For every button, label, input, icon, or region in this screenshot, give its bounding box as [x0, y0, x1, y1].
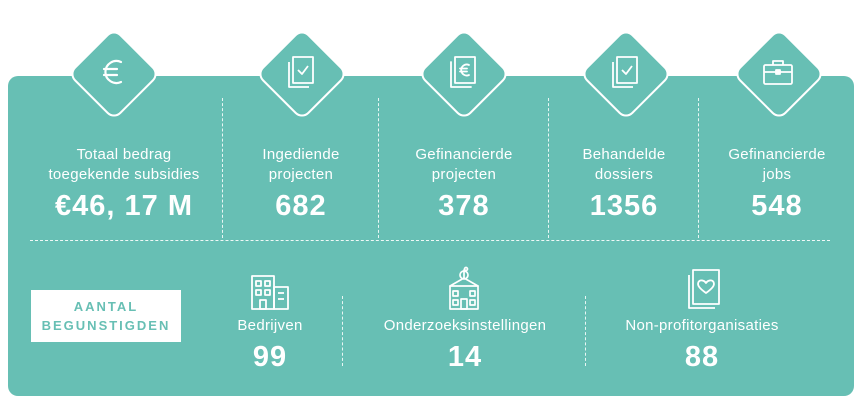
section-divider	[30, 240, 830, 241]
stat-value: 548	[751, 190, 803, 222]
beneficiaries-badge: AANTAL BEGUNSTIGDEN	[31, 290, 181, 342]
column-divider	[378, 98, 379, 238]
badge-text: AANTAL	[73, 299, 139, 314]
stat-value: €46, 17 M	[55, 190, 193, 222]
building-icon	[248, 272, 292, 312]
stat-value: 378	[438, 190, 490, 222]
stat-label: projecten	[268, 166, 334, 183]
stats-panel	[8, 76, 854, 396]
stat-nonprofits: Non-profitorganisaties 88	[600, 316, 804, 374]
stat-label: Behandelde	[582, 146, 666, 163]
heart-document-icon	[682, 266, 726, 312]
stat-label: toegekende subsidies	[48, 166, 200, 183]
stat-label: Bedrijven	[237, 317, 303, 334]
briefcase-icon	[754, 48, 802, 96]
stat-financed-jobs: Gefinancierde jobs 548	[704, 145, 850, 223]
stat-label: projecten	[431, 166, 497, 183]
stat-label: Gefinancierde	[415, 146, 513, 163]
stat-label: Ingediende	[262, 146, 340, 163]
stat-label: Onderzoeksinstellingen	[383, 317, 547, 334]
documents-check-icon	[601, 48, 649, 96]
stat-label: Gefinancierde	[728, 146, 826, 163]
stat-processed-files: Behandelde dossiers 1356	[556, 145, 692, 223]
stat-financed-projects: Gefinancierde projecten 378	[386, 145, 542, 223]
stat-research-institutions: Onderzoeksinstellingen 14	[360, 316, 570, 374]
stat-label: Totaal bedrag	[76, 146, 172, 163]
euro-icon	[90, 48, 138, 96]
document-check-icon	[277, 48, 325, 96]
stat-label: Non-profitorganisaties	[625, 317, 779, 334]
column-divider	[342, 296, 343, 366]
column-divider	[698, 98, 699, 238]
column-divider	[548, 98, 549, 238]
stat-companies: Bedrijven 99	[210, 316, 330, 374]
column-divider	[585, 296, 586, 366]
stat-total-subsidies: Totaal bedrag toegekende subsidies €46, …	[34, 145, 214, 223]
stat-value: 14	[447, 341, 483, 373]
stat-value: 99	[252, 341, 288, 373]
stat-value: 1356	[589, 190, 659, 222]
badge-text: BEGUNSTIGDEN	[41, 318, 171, 333]
stat-label: jobs	[762, 166, 792, 183]
stat-value: 88	[684, 341, 720, 373]
research-institution-icon	[442, 266, 486, 312]
document-euro-icon	[439, 48, 487, 96]
stat-label: dossiers	[594, 166, 654, 183]
stat-submitted-projects: Ingediende projecten 682	[230, 145, 372, 223]
column-divider	[222, 98, 223, 238]
stat-value: 682	[275, 190, 327, 222]
